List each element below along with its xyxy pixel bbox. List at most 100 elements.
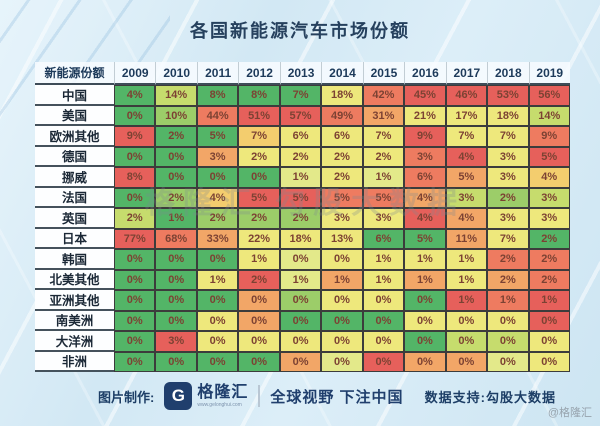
row-label: 挪威 xyxy=(35,167,114,188)
heatmap-cell: 14% xyxy=(528,105,570,126)
heatmap-cell: 8% xyxy=(114,167,156,188)
heatmap-table: 新能源份额 2009 2010 2011 2012 2013 2014 2015 2016 201… xyxy=(35,62,570,372)
heatmap-cell: 14% xyxy=(155,85,197,106)
heatmap-cell: 3% xyxy=(487,146,529,167)
heatmap-cell: 0% xyxy=(196,249,239,270)
heatmap-cell: 18% xyxy=(487,105,529,126)
heatmap-cell: 2% xyxy=(487,249,529,270)
heatmap-cell: 1% xyxy=(279,269,322,290)
heatmap-cell: 0% xyxy=(238,167,280,188)
heatmap-cell: 0% xyxy=(155,290,197,311)
heatmap-cell: 0% xyxy=(155,269,197,290)
logo-text-block: 格隆汇 www.gelonghui.com xyxy=(197,384,248,408)
heatmap-cell: 1% xyxy=(155,208,197,229)
heatmap-cell: 45% xyxy=(404,85,446,106)
year-header: 2016 xyxy=(404,62,446,85)
heatmap-cell: 31% xyxy=(362,105,405,126)
heatmap-cell: 4% xyxy=(528,167,570,188)
row-label: 北美其他 xyxy=(35,269,114,290)
heatmap-cell: 0% xyxy=(404,310,446,331)
heatmap-cell: 5% xyxy=(196,126,239,147)
heatmap-cell: 1% xyxy=(487,290,529,311)
heatmap-cell: 0% xyxy=(279,351,322,372)
heatmap-cell: 3% xyxy=(445,187,488,208)
heatmap-cell: 8% xyxy=(196,85,239,106)
heatmap-cell: 0% xyxy=(114,331,156,352)
row-label: 亚洲其他 xyxy=(35,290,114,311)
heatmap-cell: 2% xyxy=(155,187,197,208)
made-by-label: 图片制作: xyxy=(98,389,155,405)
row-label: 美国 xyxy=(35,105,114,126)
row-label: 大洋洲 xyxy=(35,331,114,352)
heatmap-cell: 5% xyxy=(528,146,570,167)
heatmap-cell: 0% xyxy=(238,351,280,372)
row-label: 南美洲 xyxy=(35,310,114,331)
heatmap-cell: 1% xyxy=(528,290,570,311)
heatmap-cell: 0% xyxy=(362,351,405,372)
heatmap-cell: 1% xyxy=(321,269,363,290)
heatmap-cell: 3% xyxy=(528,187,570,208)
heatmap-cell: 5% xyxy=(445,167,488,188)
logo-url: www.gelonghui.com xyxy=(197,401,242,408)
heatmap-cell: 18% xyxy=(279,228,322,249)
row-label: 德国 xyxy=(35,146,114,167)
heatmap-cell: 2% xyxy=(196,208,239,229)
row-label: 非洲 xyxy=(35,351,114,372)
data-support-label: 数据支持:勾股大数据 xyxy=(424,389,556,405)
footer-left-group: 图片制作: G 格隆汇 www.gelonghui.com 全球视野 下注中国 xyxy=(98,382,404,410)
heatmap-cell: 0% xyxy=(487,310,529,331)
heatmap-cell: 0% xyxy=(114,249,156,270)
heatmap-cell: 0% xyxy=(114,105,156,126)
heatmap-cell: 0% xyxy=(238,290,280,311)
heatmap-cell: 4% xyxy=(445,208,488,229)
heatmap-cell: 8% xyxy=(238,85,280,106)
heatmap-cell: 1% xyxy=(445,269,488,290)
heatmap-cell: 4% xyxy=(114,85,156,106)
year-header: 2019 xyxy=(528,62,570,85)
heatmap-cell: 2% xyxy=(238,269,280,290)
heatmap-cell: 10% xyxy=(155,105,197,126)
heatmap-cell: 1% xyxy=(404,269,446,290)
heatmap-cell: 46% xyxy=(445,85,488,106)
heatmap-cell: 0% xyxy=(196,310,239,331)
heatmap-cell: 11% xyxy=(445,228,488,249)
row-label: 中国 xyxy=(35,85,114,106)
heatmap-cell: 0% xyxy=(321,351,363,372)
heatmap-cell: 2% xyxy=(279,208,322,229)
heatmap-cell: 3% xyxy=(155,331,197,352)
heatmap-cell: 68% xyxy=(155,228,197,249)
footer-slogan: 全球视野 下注中国 xyxy=(270,388,404,406)
heatmap-cell: 21% xyxy=(404,105,446,126)
heatmap-cell: 7% xyxy=(279,85,322,106)
heatmap-cell: 0% xyxy=(114,187,156,208)
heatmap-cell: 2% xyxy=(362,146,405,167)
heatmap-cell: 0% xyxy=(196,167,239,188)
heatmap-cell: 7% xyxy=(487,126,529,147)
heatmap-cell: 7% xyxy=(362,126,405,147)
heatmap-cell: 0% xyxy=(404,290,446,311)
gelonghui-logo-icon: G xyxy=(164,382,193,410)
heatmap-cell: 3% xyxy=(362,208,405,229)
heatmap-cell: 4% xyxy=(404,208,446,229)
year-header: 2017 xyxy=(445,62,488,85)
heatmap-cell: 0% xyxy=(528,310,570,331)
heatmap-cell: 2% xyxy=(114,208,156,229)
year-header: 2014 xyxy=(321,62,363,85)
heatmap-cell: 3% xyxy=(487,208,529,229)
heatmap-cell: 2% xyxy=(487,269,529,290)
heatmap-cell: 2% xyxy=(238,146,280,167)
heatmap-cell: 0% xyxy=(155,249,197,270)
heatmap-cell: 0% xyxy=(321,331,363,352)
page-title: 各国新能源汽车市场份额 xyxy=(190,21,410,41)
heatmap-cell: 0% xyxy=(279,249,322,270)
heatmap-cell: 13% xyxy=(321,228,363,249)
heatmap-cell: 2% xyxy=(155,126,197,147)
heatmap-cell: 0% xyxy=(279,331,322,352)
heatmap-cell: 42% xyxy=(362,85,405,106)
row-label: 法国 xyxy=(35,187,114,208)
footer-divider xyxy=(258,385,261,407)
heatmap-cell: 44% xyxy=(196,105,239,126)
heatmap-cell: 4% xyxy=(404,187,446,208)
year-header: 2011 xyxy=(196,62,239,85)
